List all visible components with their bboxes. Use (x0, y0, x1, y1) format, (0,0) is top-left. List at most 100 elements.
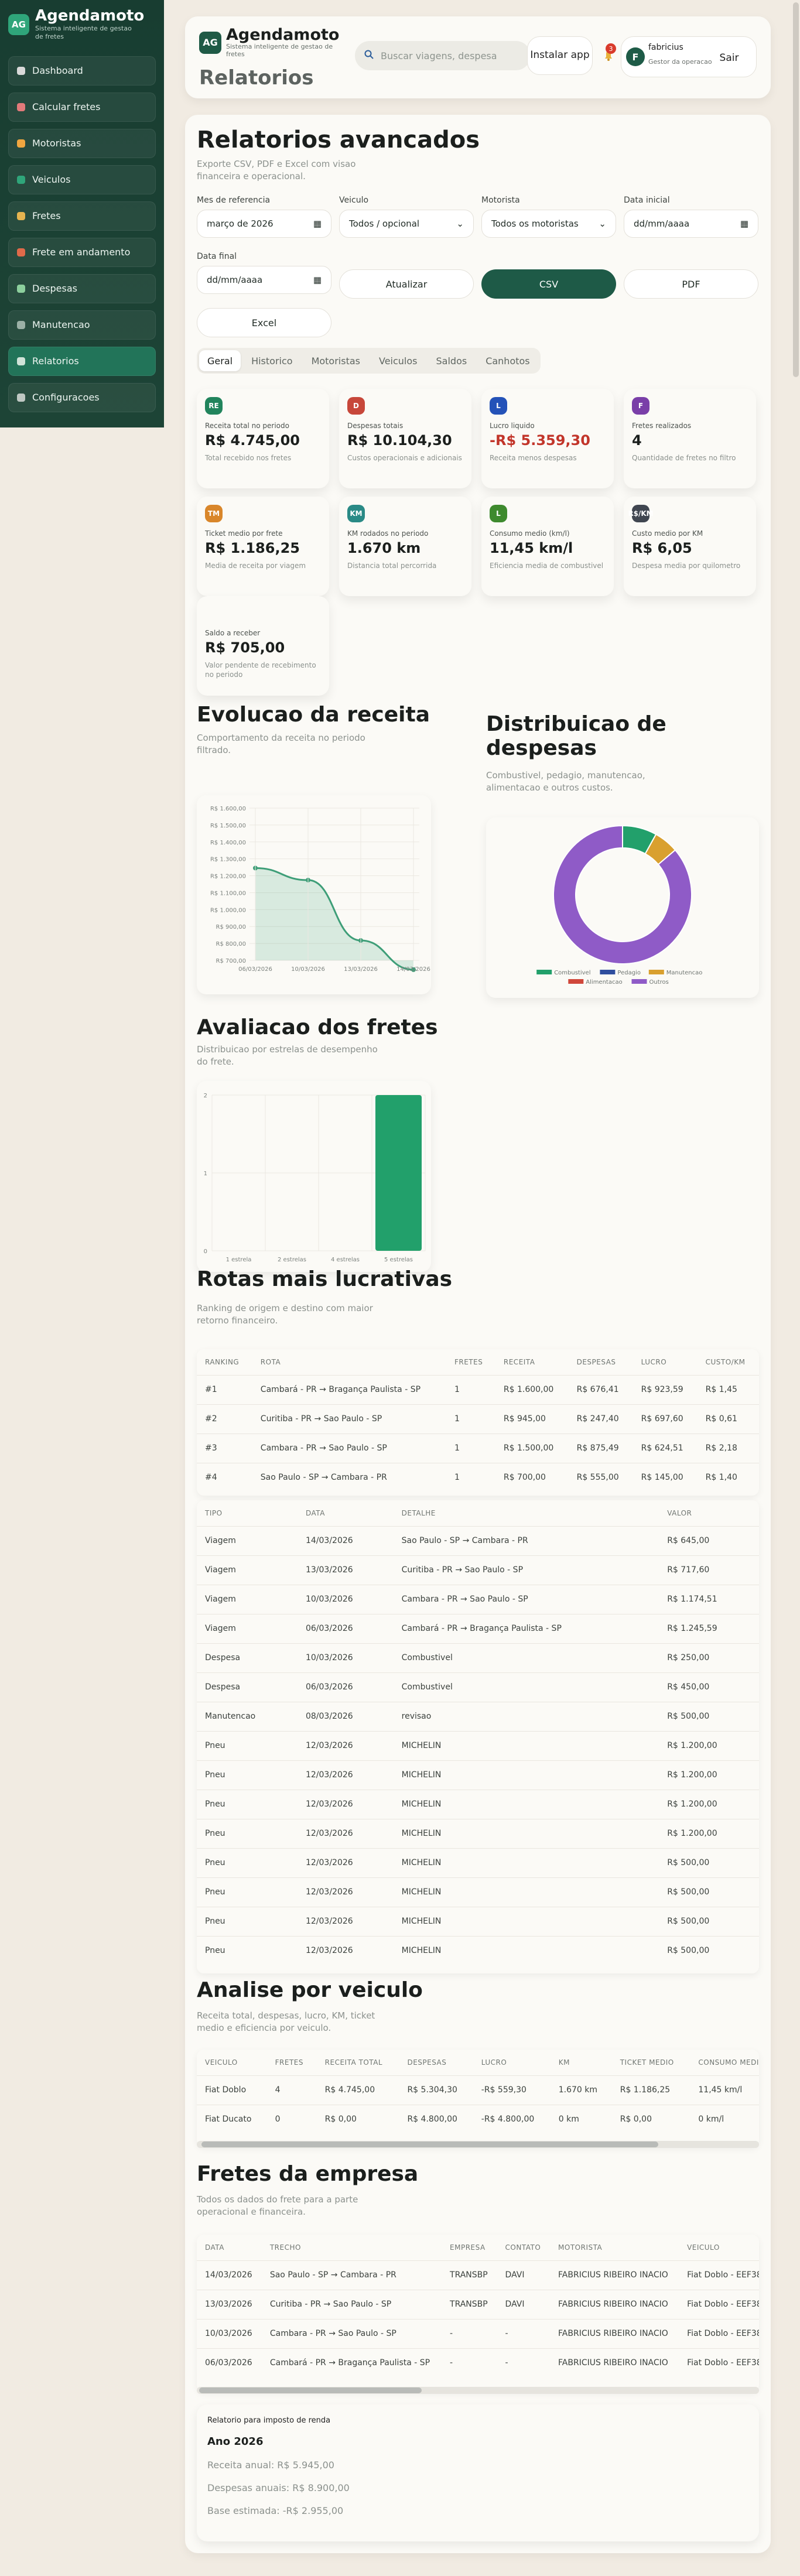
sidebar-item-relatorios[interactable]: Relatorios (8, 346, 156, 376)
table-row[interactable]: Viagem 06/03/2026 Cambará - PR → Bragança … (197, 1613, 759, 1643)
sidebar-item-configuracoes[interactable]: Configuracoes (8, 382, 156, 412)
user-name: fabricius (648, 43, 683, 52)
table-cell: Curitiba - PR → Sao Paulo - SP (393, 1555, 659, 1585)
table-cell: Cambará - PR → Bragança Paulista - SP (252, 1374, 446, 1404)
table-row[interactable]: Pneu 12/03/2026 MICHELIN R$ 1.200,00 (197, 1730, 759, 1760)
table-row[interactable]: 13/03/2026 Curitiba - PR → Sao Paulo - SP… (197, 2289, 759, 2319)
table-row[interactable]: Fiat Doblo 4 R$ 4.745,00 R$ 5.304,30 -R$ 559… (197, 2075, 759, 2105)
kpi-badge-icon: L (490, 505, 507, 522)
table-row[interactable]: #4 Sao Paulo - SP → Cambara - PR 1 R$ 700,0… (197, 1462, 759, 1492)
tab-geral[interactable]: Geral (199, 350, 241, 371)
table-cell: 06/03/2026 (297, 1613, 394, 1643)
table-cell: Fiat Doblo - EEF3851 (679, 2289, 759, 2319)
update-button[interactable]: Atualizar (339, 269, 474, 299)
vehicles-title: Analise por veiculo (197, 1978, 423, 2002)
page-scroll-thumb[interactable] (793, 2, 799, 377)
kpi-description: Valor pendente de recebimento no periodo (205, 661, 316, 679)
sidebar-brand[interactable]: AG Agendamoto Sistema inteligente de ges… (8, 8, 156, 41)
tab-historico[interactable]: Historico (251, 355, 293, 367)
sidebar-item-despesas[interactable]: Despesas (8, 273, 156, 303)
csv-export-button[interactable]: CSV (481, 269, 616, 299)
legend-swatch (568, 979, 584, 984)
column-header: VEICULO (687, 2243, 720, 2252)
sidebar-item-dashboard[interactable]: Dashboard (8, 56, 156, 85)
company-scroll-thumb[interactable] (199, 2387, 422, 2393)
table-row[interactable]: Pneu 12/03/2026 MICHELIN R$ 1.200,00 (197, 1760, 759, 1790)
rating-bar[interactable] (375, 1095, 422, 1251)
sidebar-item-manutencao[interactable]: Manutencao (8, 310, 156, 340)
topbar-brand[interactable]: AG Agendamoto Sistema inteligente de ges… (199, 27, 757, 58)
table-header-row: DATA TRECHO EMPRESA CONTATO MOTORISTA VEICULO (197, 2235, 759, 2260)
table-row[interactable]: 14/03/2026 Sao Paulo - SP → Cambara - PR T… (197, 2260, 759, 2290)
table-row[interactable]: 06/03/2026 Cambará - PR → Bragança Paulis… (197, 2348, 759, 2377)
table-cell: R$ 1.200,00 (659, 1789, 759, 1819)
driver-select[interactable]: Todos os motoristas ⌄ (481, 210, 616, 238)
vehicle-select[interactable]: Todos / opcional ⌄ (339, 210, 474, 238)
pdf-export-button[interactable]: PDF (624, 269, 758, 299)
company-table: DATA TRECHO EMPRESA CONTATO MOTORISTA VEICULO… (197, 2235, 759, 2392)
x-tick-label: 14/03/2026 (396, 966, 430, 973)
table-cell: #4 (197, 1462, 252, 1492)
table-cell: MICHELIN (393, 1789, 659, 1819)
vehicles-scroll-thumb[interactable] (201, 2141, 658, 2147)
table-cell: FABRICIUS RIBEIRO INACIO (550, 2289, 679, 2319)
column-header: DATA (205, 2243, 224, 2252)
table-row[interactable]: Pneu 12/03/2026 MICHELIN R$ 1.200,00 (197, 1789, 759, 1819)
table-cell: 06/03/2026 (297, 1672, 394, 1702)
logout-button[interactable]: Sair (719, 52, 739, 64)
table-row[interactable]: 10/03/2026 Cambara - PR → Sao Paulo - SP -… (197, 2318, 759, 2348)
sidebar-item-frete-em-andamento[interactable]: Frete em andamento (8, 237, 156, 267)
table-cell: 12/03/2026 (297, 1906, 394, 1936)
page-scrollbar[interactable] (792, 0, 800, 2576)
vehicles-table-scrollbar[interactable] (197, 2141, 759, 2148)
table-cell: #1 (197, 1374, 252, 1404)
table-cell: Combustivel (393, 1643, 659, 1672)
tab-canhotos[interactable]: Canhotos (486, 355, 530, 367)
excel-export-button[interactable]: Excel (197, 308, 331, 337)
start-date-input[interactable]: dd/mm/aaaa ▦ (624, 210, 758, 238)
revenue-point[interactable] (411, 967, 416, 972)
donut-slice[interactable] (553, 825, 692, 964)
ref-month-input[interactable]: março de 2026 ▦ (197, 210, 331, 238)
start-date-value: dd/mm/aaaa (634, 218, 690, 229)
table-row[interactable]: Pneu 12/03/2026 MICHELIN R$ 500,00 (197, 1906, 759, 1936)
search-icon (364, 50, 374, 61)
table-row[interactable]: Despesa 10/03/2026 Combustivel R$ 250,00 (197, 1643, 759, 1672)
table-cell: - (442, 2348, 497, 2377)
kpi-badge-icon: L (490, 397, 507, 415)
end-date-input[interactable]: dd/mm/aaaa ▦ (197, 266, 331, 294)
x-tick-label: 2 estrelas (278, 1257, 306, 1263)
table-row[interactable]: Despesa 06/03/2026 Combustivel R$ 450,00 (197, 1672, 759, 1702)
table-row[interactable]: Viagem 10/03/2026 Cambara - PR → Sao Paulo… (197, 1584, 759, 1614)
table-cell: R$ 0,00 (316, 2104, 399, 2134)
home-icon (17, 66, 25, 75)
user-menu[interactable]: F fabricius Gestor da operacao Sair (621, 36, 757, 77)
y-tick-label: R$ 1.100,00 (210, 890, 246, 897)
table-row[interactable]: #2 Curitiba - PR → Sao Paulo - SP 1 R$ 945,… (197, 1404, 759, 1434)
table-cell: FABRICIUS RIBEIRO INACIO (550, 2348, 679, 2377)
table-row[interactable]: Pneu 12/03/2026 MICHELIN R$ 500,00 (197, 1877, 759, 1907)
sidebar-item-veiculos[interactable]: Veiculos (8, 165, 156, 194)
sidebar-item-calcular-fretes[interactable]: Calcular fretes (8, 92, 156, 122)
table-cell: 12/03/2026 (297, 1789, 394, 1819)
table-row[interactable]: Viagem 14/03/2026 Sao Paulo - SP → Cambara… (197, 1525, 759, 1555)
install-app-button[interactable]: Instalar app (527, 36, 593, 75)
table-row[interactable]: #1 Cambará - PR → Bragança Paulista - SP 1… (197, 1374, 759, 1404)
kpi-description: Total recebido nos fretes (205, 454, 292, 462)
company-table-scrollbar[interactable] (197, 2387, 759, 2394)
table-row[interactable]: Viagem 13/03/2026 Curitiba - PR → Sao Paul… (197, 1555, 759, 1585)
search-input[interactable]: Buscar viagens, despesa (355, 41, 531, 70)
table-row[interactable]: Pneu 12/03/2026 MICHELIN R$ 1.200,00 (197, 1818, 759, 1848)
legend-swatch (631, 979, 647, 984)
sidebar-item-fretes[interactable]: Fretes (8, 201, 156, 231)
table-row[interactable]: #3 Cambara - PR → Sao Paulo - SP 1 R$ 1.500… (197, 1433, 759, 1463)
sidebar-item-motoristas[interactable]: Motoristas (8, 128, 156, 158)
table-row[interactable]: Fiat Ducato 0 R$ 0,00 R$ 4.800,00 -R$ 4.800,… (197, 2104, 759, 2134)
table-cell: Viagem (197, 1584, 298, 1614)
table-row[interactable]: Pneu 12/03/2026 MICHELIN R$ 500,00 (197, 1848, 759, 1877)
table-row[interactable]: Pneu 12/03/2026 MICHELIN R$ 500,00 (197, 1935, 759, 1965)
tab-motoristas[interactable]: Motoristas (311, 355, 360, 367)
table-row[interactable]: Manutencao 08/03/2026 revisao R$ 500,00 (197, 1701, 759, 1731)
tab-saldos[interactable]: Saldos (436, 355, 467, 367)
tab-veiculos[interactable]: Veiculos (379, 355, 418, 367)
